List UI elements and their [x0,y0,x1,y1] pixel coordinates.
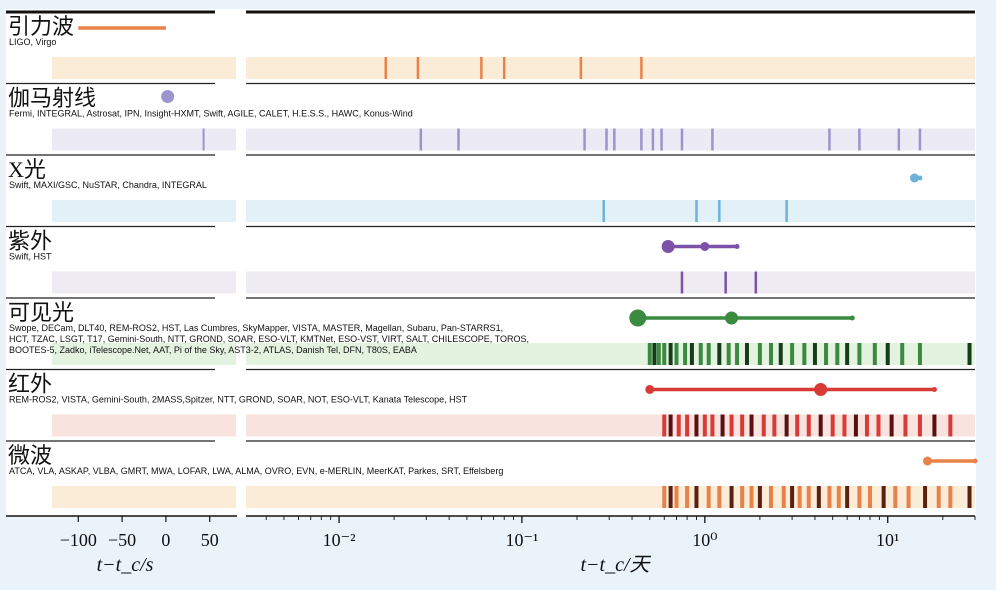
band-6-dot-2 [814,383,828,396]
band-4-dot-2 [700,242,710,251]
band-3-strip-left [52,200,236,222]
right-tick-label-2: 10⁻¹ [505,530,538,550]
right-tick-label-1: 10⁻² [323,530,356,550]
band-5-title: 可见光 [8,300,74,325]
band-6-strip-left [52,414,236,437]
band-5-instruments-line-3: BOOTES-5, Zadko, iTelescope.Net, AAT, Pi… [9,345,417,355]
band-1-title: 引力波 [8,14,74,39]
left-axis-label: t−t_c/s [97,554,154,576]
band-3-dot-1 [909,173,919,183]
left-tick-label-3: 0 [161,530,170,550]
band-7-dot-1 [923,456,933,466]
left-tick-label-1: −100 [60,530,97,550]
band-1-instruments-line-1: LIGO, Virgo [9,37,56,47]
band-4-strip-left [52,271,236,294]
band-6-strip-right [246,414,975,437]
band-3-strip-right [246,200,975,222]
band-5-dot-2 [725,311,739,325]
band-7-strip-right [246,486,975,508]
band-5-dot-1 [629,309,647,327]
band-5-range-end [849,315,855,321]
band-7-strip-left [52,486,236,508]
band-3-title: X光 [8,157,46,182]
left-tick-label-2: −50 [108,530,136,550]
band-6-range-end [931,387,937,392]
band-4-strip-right [246,271,975,294]
band-2-instruments-line-1: Fermi, INTEGRAL, Astrosat, IPN, Insight-… [9,109,413,119]
band-7-range-end [972,458,978,464]
band-2-strip-left [52,128,236,151]
right-tick-label-4: 10¹ [876,530,899,550]
band-2-strip-right [246,128,975,151]
band-5-instruments-line-2: HCT, TZAC, LSGT, T17, Gemini-South, NTT,… [9,334,529,344]
band-6-title: 红外 [8,372,52,397]
band-7-title: 微波 [8,443,52,468]
right-tick-label-3: 10⁰ [692,530,717,550]
band-4-dot-1 [661,240,675,253]
band-3-instruments-line-1: Swift, MAXI/GSC, NuSTAR, Chandra, INTEGR… [9,180,207,190]
right-axis-label: t−t_c/天 [580,554,651,576]
band-5-instruments-line-1: Swope, DECam, DLT40, REM-ROS2, HST, Las … [9,323,503,333]
band-1-strip-left [52,57,236,79]
band-6-dot-1 [645,385,655,394]
band-6-instruments-line-1: REM-ROS2, VISTA, Gemini-South, 2MASS,Spi… [9,395,468,405]
band-4-range-end [734,244,740,249]
band-1-strip-right [246,57,975,79]
band-5-strip-left [52,343,236,365]
band-7-instruments-line-1: ATCA, VLA, ASKAP, VLBA, GMRT, MWA, LOFAR… [9,466,503,476]
band-4-title: 紫外 [8,229,52,254]
band-2-left-dot-1 [161,90,175,103]
band-4-instruments-line-1: Swift, HST [9,252,52,262]
left-tick-label-4: 50 [201,530,219,550]
band-2-title: 伽马射线 [8,86,96,111]
